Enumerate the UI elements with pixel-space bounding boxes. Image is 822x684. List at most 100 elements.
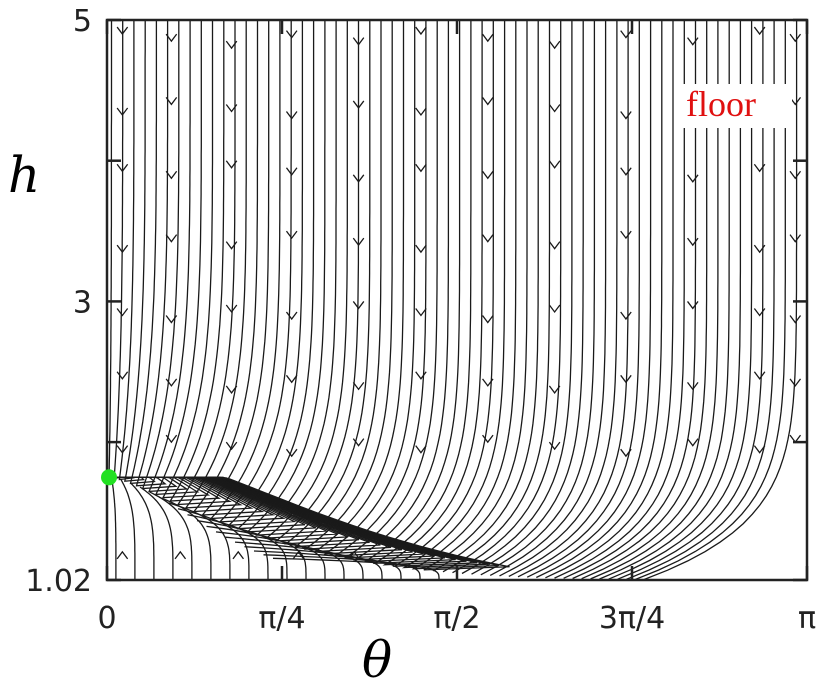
streamline-rising — [215, 531, 326, 580]
streamline — [643, 20, 798, 580]
flow-arrow — [687, 381, 699, 391]
flow-arrow — [687, 237, 699, 247]
flow-arrow — [753, 445, 766, 454]
flow-arrow — [789, 33, 802, 43]
flow-arrow — [116, 107, 129, 117]
flow-arrow — [415, 244, 427, 254]
streamline — [480, 20, 596, 576]
flow-arrow — [482, 434, 494, 444]
flow-arrow — [415, 163, 427, 173]
flow-arrow — [285, 30, 298, 39]
flow-arrow — [548, 160, 561, 169]
x-tick-label: 3π/4 — [599, 601, 665, 636]
flow-arrow — [482, 97, 494, 106]
streamline — [433, 20, 539, 572]
flow-arrow — [225, 40, 238, 50]
streamline-rising — [120, 479, 136, 580]
flow-arrow — [687, 37, 699, 46]
axis-ticks — [105, 18, 809, 582]
flow-arrow — [352, 301, 365, 310]
streamline-rising — [139, 486, 174, 580]
flow-arrow — [548, 241, 561, 250]
flow-arrow — [687, 174, 699, 183]
streamline — [115, 20, 315, 530]
flow-arrow — [753, 26, 766, 36]
flow-arrow — [352, 381, 365, 391]
flow-arrow — [174, 550, 187, 560]
flow-arrow — [285, 167, 298, 176]
streamline — [536, 20, 663, 579]
flow-arrow — [687, 438, 699, 447]
y-tick-label: 3 — [73, 285, 92, 320]
streamline — [489, 20, 607, 576]
streamline-rising — [149, 491, 193, 580]
flow-arrow — [232, 550, 245, 560]
flow-arrow — [620, 30, 632, 39]
streamline — [114, 20, 281, 520]
flow-arrows — [116, 26, 802, 560]
streamline — [118, 20, 382, 548]
y-tick-labels: 1.02 3 5 — [25, 4, 92, 599]
flow-arrow — [165, 170, 178, 180]
streamline — [116, 20, 337, 536]
flow-arrow — [789, 378, 802, 387]
streamline — [461, 20, 573, 575]
streamline — [499, 20, 618, 577]
streamline — [116, 20, 326, 533]
flow-arrow — [116, 244, 129, 254]
x-tick-labels: 0 π/4 π/2 3π/4 π — [97, 601, 816, 636]
streamline — [119, 20, 416, 555]
flow-arrow — [285, 111, 298, 120]
flow-arrow — [116, 550, 129, 560]
flow-arrow — [285, 374, 298, 384]
streamline — [517, 20, 640, 578]
streamline — [119, 20, 405, 553]
flow-arrow — [165, 33, 178, 43]
streamline — [113, 20, 259, 513]
flow-arrow — [753, 244, 766, 254]
flow-arrow — [348, 550, 360, 560]
flow-arrow — [620, 167, 632, 176]
streamline — [121, 20, 450, 561]
flow-arrow — [116, 163, 129, 173]
y-tick-label: 5 — [73, 4, 92, 39]
flow-arrow — [415, 107, 427, 117]
streamline — [113, 20, 270, 516]
streamline — [508, 20, 629, 577]
flow-arrow — [789, 234, 802, 243]
flow-arrow — [165, 97, 178, 106]
x-axis-title: θ — [362, 631, 392, 684]
x-tick-label: 0 — [97, 601, 116, 636]
y-tick-label: 1.02 — [25, 564, 92, 599]
flow-arrow — [116, 371, 129, 380]
fixed-point-marker — [101, 469, 117, 486]
flow-arrow — [482, 234, 494, 243]
streamline — [112, 20, 247, 509]
flow-arrow — [285, 311, 298, 321]
flow-arrow — [285, 448, 298, 458]
streamline — [471, 20, 584, 575]
streamline — [452, 20, 562, 574]
flow-arrow — [548, 304, 561, 314]
streamline — [121, 20, 461, 563]
flow-arrow — [548, 40, 561, 50]
streamline — [117, 20, 348, 539]
flow-arrow — [292, 550, 305, 560]
streamline-rising — [110, 477, 117, 580]
streamline-rising — [272, 557, 440, 580]
flow-arrow — [482, 33, 494, 43]
flow-arrow — [620, 311, 632, 321]
flow-arrow — [352, 174, 365, 183]
flow-arrow — [753, 371, 766, 380]
x-tick-label: π — [798, 601, 816, 636]
floor-annotation: floor — [686, 84, 756, 124]
flow-arrow — [789, 170, 802, 180]
flow-arrow — [165, 378, 178, 387]
streamline — [545, 20, 674, 579]
flow-arrow — [687, 301, 699, 310]
flow-arrow — [352, 438, 365, 447]
flow-arrow — [789, 315, 802, 324]
x-tick-label: π/4 — [258, 601, 305, 636]
flow-arrow — [116, 26, 129, 36]
